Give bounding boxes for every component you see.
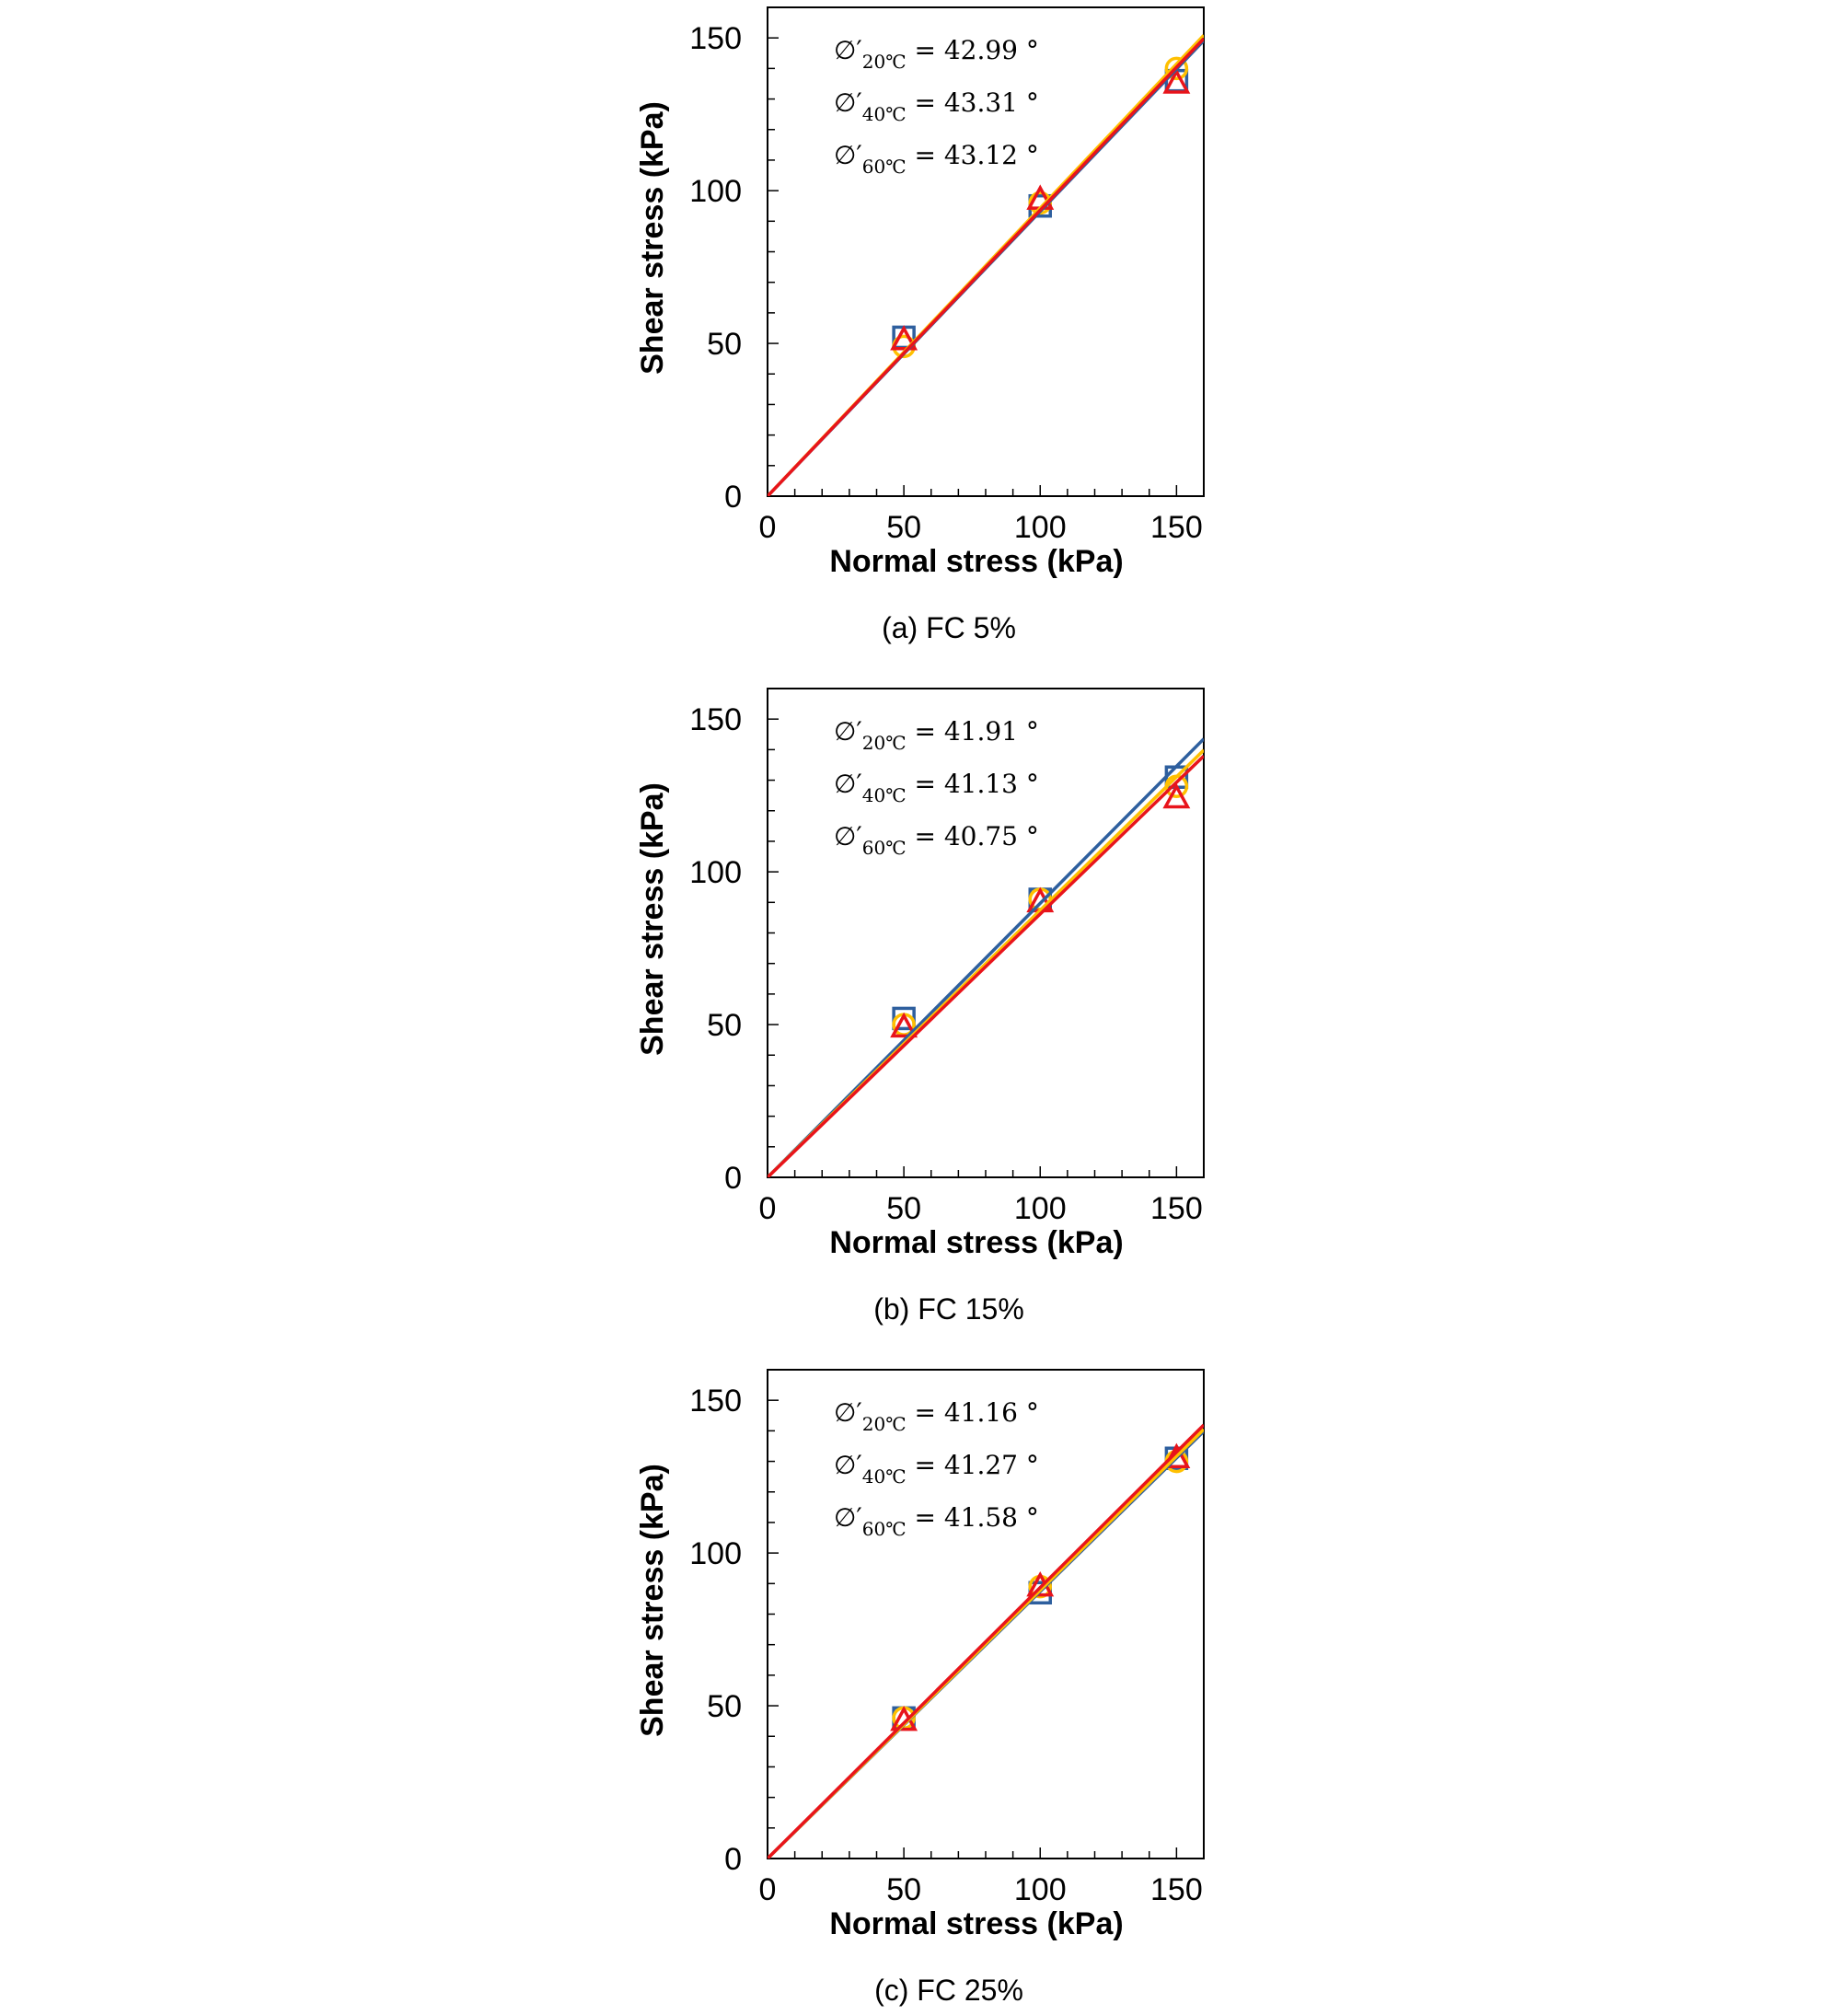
- fit-line: [768, 755, 1204, 1177]
- friction-angle-annotation: ∅′40℃ = 43.31 °: [834, 87, 1039, 125]
- y-axis-title: Shear stress (kPa): [635, 782, 670, 1056]
- y-tick-label: 0: [724, 1161, 742, 1196]
- y-tick-label: 150: [689, 1384, 742, 1419]
- y-tick-label: 0: [724, 1842, 742, 1877]
- data-point-triangle: [1162, 68, 1191, 94]
- x-tick-label: 0: [759, 1191, 777, 1226]
- data-point-triangle: [890, 1012, 918, 1038]
- figure-caption: (c) FC 25%: [874, 1974, 1023, 2007]
- x-tick-label: 50: [886, 510, 921, 545]
- x-axis-title: Normal stress (kPa): [829, 544, 1123, 579]
- friction-angle-annotation: ∅′20℃ = 42.99 °: [834, 35, 1039, 73]
- y-tick-label: 50: [707, 1008, 742, 1043]
- friction-angle-annotation: ∅′40℃ = 41.13 °: [834, 769, 1039, 806]
- chart-panel-1: 0 50 100 150 0 50 100 150 Normal stress (kPa) She…: [635, 688, 1205, 1326]
- plot-area: [767, 1369, 1205, 1859]
- x-tick-label: 150: [1150, 510, 1203, 545]
- x-tick-label: 0: [759, 1872, 777, 1907]
- fit-line: [768, 1423, 1204, 1859]
- y-tick-label: 100: [689, 174, 742, 209]
- y-tick-label: 100: [689, 855, 742, 890]
- x-tick-label: 100: [1014, 510, 1067, 545]
- x-tick-label: 150: [1150, 1872, 1203, 1907]
- data-point-triangle: [1162, 782, 1191, 809]
- friction-angle-annotation: ∅′20℃ = 41.91 °: [834, 716, 1039, 754]
- x-tick-label: 150: [1150, 1191, 1203, 1226]
- plot-area: [767, 688, 1205, 1178]
- friction-angle-annotation: ∅′60℃ = 43.12 °: [834, 140, 1039, 178]
- y-tick-label: 0: [724, 480, 742, 515]
- y-axis-title: Shear stress (kPa): [635, 101, 670, 375]
- x-tick-label: 0: [759, 510, 777, 545]
- friction-angle-annotation: ∅′40℃ = 41.27 °: [834, 1450, 1039, 1488]
- y-tick-label: 150: [689, 21, 742, 56]
- fit-line: [768, 37, 1204, 496]
- data-point-square: [892, 1006, 916, 1031]
- y-tick-label: 100: [689, 1536, 742, 1571]
- friction-angle-annotation: ∅′20℃ = 41.16 °: [834, 1397, 1039, 1435]
- plot-area: [767, 6, 1205, 497]
- chart-panel-2: 0 50 100 150 0 50 100 150 Normal stress (kPa) She…: [635, 1369, 1205, 2007]
- x-tick-label: 50: [886, 1191, 921, 1226]
- x-axis-title: Normal stress (kPa): [829, 1906, 1123, 1941]
- x-tick-label: 50: [886, 1872, 921, 1907]
- chart-panel-0: 0 50 100 150 0 50 100 150 Normal stress (kPa) She…: [635, 6, 1205, 644]
- x-axis-title: Normal stress (kPa): [829, 1225, 1123, 1260]
- y-tick-label: 50: [707, 327, 742, 362]
- y-tick-label: 50: [707, 1689, 742, 1724]
- figure-caption: (a) FC 5%: [882, 611, 1016, 644]
- x-tick-label: 100: [1014, 1872, 1067, 1907]
- figure-caption: (b) FC 15%: [873, 1292, 1024, 1326]
- y-axis-title: Shear stress (kPa): [635, 1464, 670, 1737]
- x-tick-label: 100: [1014, 1191, 1067, 1226]
- friction-angle-annotation: ∅′60℃ = 41.58 °: [834, 1502, 1039, 1540]
- data-point-circle: [1164, 56, 1189, 81]
- data-point-triangle: [890, 325, 918, 351]
- friction-angle-annotation: ∅′60℃ = 40.75 °: [834, 821, 1039, 859]
- y-tick-label: 150: [689, 702, 742, 737]
